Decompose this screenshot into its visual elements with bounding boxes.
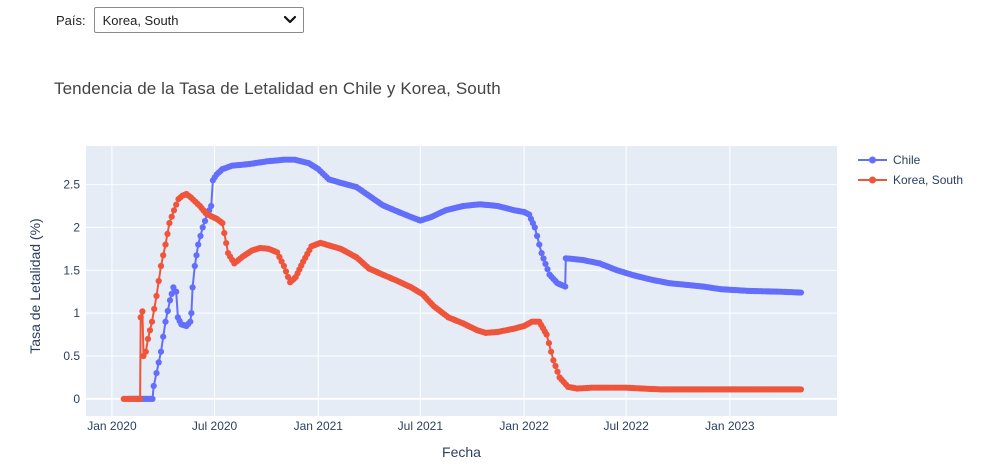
x-tick-label: Jan 2022	[499, 419, 549, 433]
data-point	[208, 202, 215, 210]
x-axis-title: Fecha	[442, 444, 481, 460]
data-point	[534, 232, 541, 240]
data-point	[160, 252, 167, 259]
x-tick-label: Jul 2021	[398, 419, 444, 433]
data-point	[173, 288, 180, 295]
data-point	[153, 370, 160, 377]
grid-lines	[86, 146, 837, 416]
data-point	[540, 255, 547, 262]
data-point	[223, 240, 230, 247]
data-point	[160, 333, 167, 340]
data-point	[157, 348, 165, 355]
data-point	[173, 201, 180, 208]
y-tick-label: 1.5	[63, 263, 80, 277]
data-point	[191, 262, 198, 270]
data-point	[168, 213, 175, 220]
data-point	[162, 241, 169, 248]
data-point	[280, 262, 287, 270]
series-korea	[120, 190, 805, 402]
data-point	[536, 241, 543, 248]
country-label: País:	[56, 12, 86, 28]
legend-item-korea[interactable]: Korea, South	[858, 173, 963, 187]
data-point	[554, 368, 561, 375]
data-point	[545, 340, 553, 347]
data-point	[187, 318, 194, 325]
data-point	[139, 308, 146, 315]
legend-swatch-marker	[869, 156, 876, 164]
data-point	[548, 348, 555, 355]
data-point	[278, 258, 285, 265]
country-dropdown[interactable]: Korea, South	[93, 7, 304, 33]
data-point	[137, 314, 144, 321]
y-tick-label: 0	[73, 392, 80, 406]
data-point	[199, 224, 206, 231]
data-point	[219, 220, 226, 227]
series-chile	[126, 156, 805, 402]
data-point	[166, 220, 173, 227]
data-point	[284, 273, 292, 280]
data-point	[146, 327, 154, 334]
data-point	[166, 297, 174, 304]
data-point	[544, 266, 551, 273]
data-point	[531, 224, 538, 231]
x-tick-label: Jul 2020	[192, 419, 238, 433]
legend-swatch-marker	[869, 176, 876, 184]
x-tick-label: Jul 2022	[603, 419, 649, 433]
series-layer	[120, 156, 805, 402]
data-point	[797, 386, 805, 393]
data-point	[542, 260, 549, 267]
data-point	[221, 230, 228, 237]
chart-title: Tendencia de la Tasa de Letalidad en Chi…	[54, 79, 501, 98]
data-point	[151, 305, 158, 312]
data-point	[142, 348, 149, 355]
data-point	[164, 307, 171, 315]
y-tick-label: 0.5	[63, 349, 80, 363]
data-point	[193, 252, 200, 259]
data-point	[144, 335, 152, 342]
data-point	[197, 232, 204, 240]
legend: Chile Korea, South	[858, 153, 963, 187]
data-point	[155, 359, 162, 366]
data-point	[274, 249, 281, 256]
country-selector-row: País: Korea, South	[56, 6, 304, 34]
data-point	[149, 395, 156, 402]
data-point	[195, 241, 202, 248]
data-point	[170, 207, 178, 214]
y-tick-label: 2	[73, 220, 80, 234]
data-point	[188, 310, 195, 317]
data-point	[162, 318, 169, 325]
data-point	[552, 362, 559, 370]
data-point	[153, 292, 160, 300]
plot-area	[86, 146, 837, 416]
chevron-down-icon	[283, 15, 296, 24]
data-point	[150, 382, 157, 390]
x-tick-label: Jan 2020	[87, 419, 137, 433]
legend-label: Chile	[893, 153, 921, 167]
data-point	[155, 277, 162, 285]
data-point	[148, 318, 156, 325]
data-point	[797, 289, 805, 296]
x-tick-label: Jan 2021	[294, 419, 344, 433]
data-point	[538, 250, 545, 257]
y-tick-label: 1	[73, 306, 80, 320]
y-axis-title: Tasa de Letalidad (%)	[27, 218, 43, 353]
data-point	[137, 395, 144, 402]
legend-item-chile[interactable]: Chile	[858, 153, 921, 167]
x-tick-label: Jan 2023	[705, 419, 755, 433]
country-dropdown-value: Korea, South	[102, 12, 179, 28]
data-point	[189, 284, 196, 291]
axis-ticks: 0 0.5 1 1.5 2 2.5 Jan 2020 Jul 2020 Jan 2021 Jul …	[63, 178, 755, 433]
legend-label: Korea, South	[893, 173, 963, 187]
data-point	[562, 283, 569, 290]
data-point	[543, 331, 550, 338]
data-point	[157, 262, 165, 270]
y-tick-label: 2.5	[63, 178, 80, 192]
data-point	[282, 268, 290, 275]
data-point	[201, 217, 209, 225]
data-point	[164, 230, 171, 237]
data-point	[550, 357, 557, 364]
